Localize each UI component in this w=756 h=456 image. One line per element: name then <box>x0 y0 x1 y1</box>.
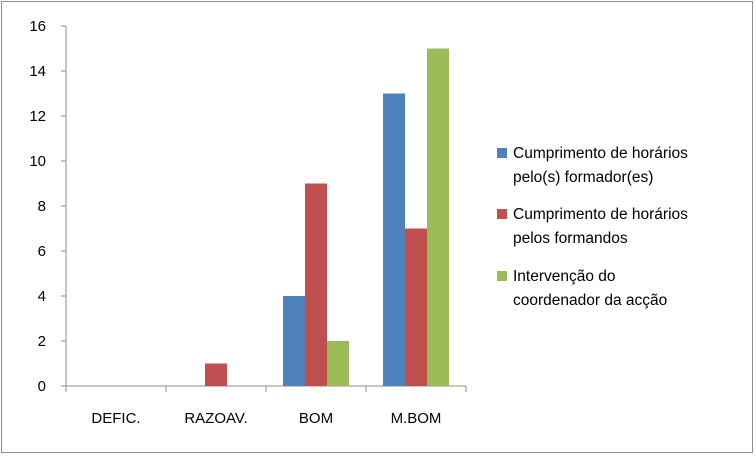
legend-swatch <box>497 271 507 281</box>
legend-label: coordenador da acção <box>513 292 667 309</box>
y-tick-label: 6 <box>38 243 46 260</box>
y-tick-label: 0 <box>38 378 46 395</box>
y-tick-label: 10 <box>29 153 46 170</box>
x-tick-label: BOM <box>299 410 333 427</box>
x-axis-ticks: DEFIC. RAZOAV. BOM M.BOM <box>65 386 467 427</box>
bar <box>205 363 227 386</box>
legend-label: Cumprimento de horários <box>513 145 688 162</box>
bar <box>305 183 327 386</box>
y-tick-label: 4 <box>38 288 46 305</box>
x-tick-label: RAZOAV. <box>184 410 247 427</box>
bar <box>405 228 427 386</box>
y-tick-label: 16 <box>29 18 46 35</box>
bar <box>427 48 449 386</box>
y-axis-ticks: 0 2 4 6 8 10 12 14 16 <box>29 18 66 395</box>
legend-label: pelos formandos <box>513 230 628 247</box>
x-tick-label: DEFIC. <box>91 410 140 427</box>
y-tick-label: 8 <box>38 198 46 215</box>
legend-label: Cumprimento de horários <box>513 206 688 223</box>
bars <box>205 48 449 386</box>
x-tick-label: M.BOM <box>391 410 442 427</box>
legend-swatch <box>497 209 507 219</box>
bar <box>383 93 405 386</box>
legend-label: pelo(s) formador(es) <box>513 169 653 186</box>
bar <box>327 341 349 386</box>
legend-swatch <box>497 148 507 158</box>
y-tick-label: 2 <box>38 333 46 350</box>
bar <box>283 296 305 386</box>
y-tick-label: 12 <box>29 108 46 125</box>
y-tick-label: 14 <box>29 63 46 80</box>
legend: Cumprimento de horários pelo(s) formador(… <box>497 145 688 309</box>
legend-label: Intervenção do <box>513 268 616 285</box>
